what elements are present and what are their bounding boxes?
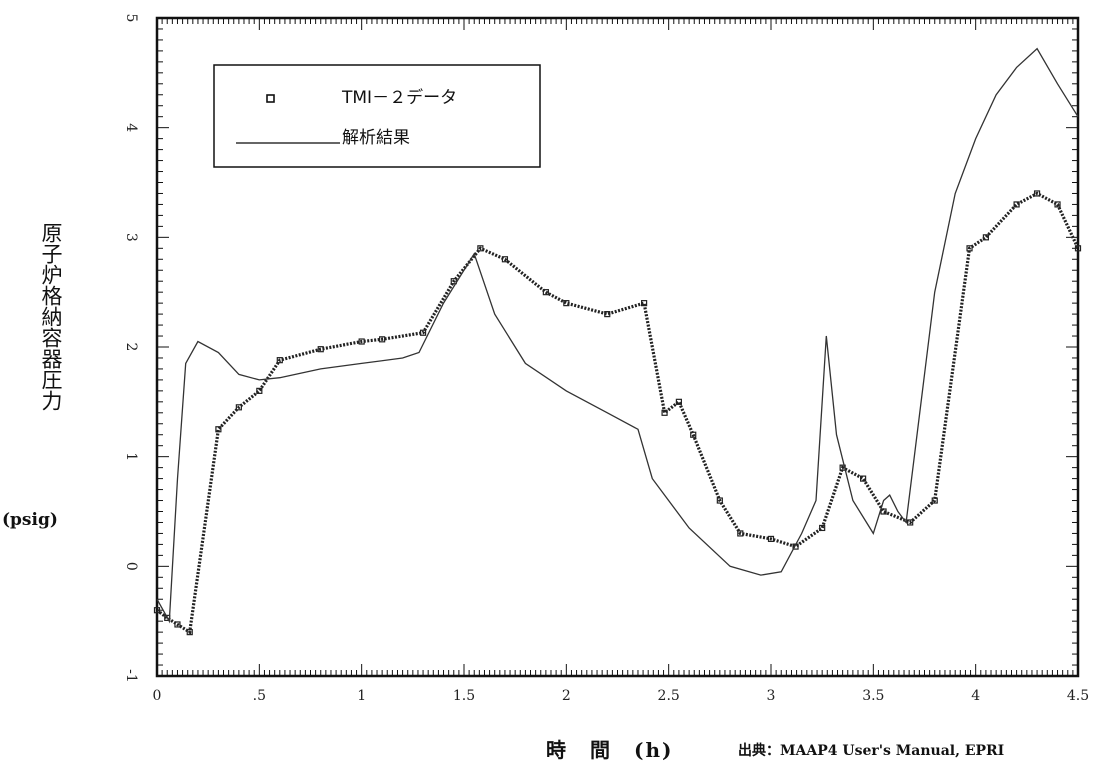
series-line-tmi2	[156, 191, 1080, 635]
data-point-tmi2	[675, 398, 683, 405]
data-point-tmi2	[501, 256, 509, 263]
data-point-tmi2	[174, 621, 181, 628]
legend: TMI－２データ 解析結果	[213, 64, 541, 168]
x-axis-label: 時 間 (h)	[546, 738, 674, 762]
data-point-tmi2	[563, 300, 570, 307]
data-point-tmi2	[256, 387, 263, 394]
legend-box	[213, 64, 541, 168]
data-point-tmi2	[276, 357, 283, 364]
data-point-tmi2	[358, 338, 365, 345]
x-tick-label: 0	[153, 688, 162, 704]
y-tick-label: 3	[123, 233, 139, 242]
x-tick-label: 2.5	[658, 688, 680, 704]
x-tick-label: 4.5	[1067, 688, 1089, 704]
legend-label-tmi2: TMI－２データ	[341, 87, 457, 108]
data-point-tmi2	[690, 431, 697, 438]
data-point-tmi2	[235, 404, 242, 411]
data-point-tmi2	[716, 497, 723, 504]
data-point-tmi2	[880, 508, 887, 515]
data-point-tmi2	[966, 245, 973, 252]
x-tick-label: 3.5	[862, 688, 884, 704]
data-point-tmi2	[1033, 190, 1041, 197]
x-tick-label: 3	[767, 688, 776, 704]
data-point-tmi2	[907, 519, 914, 526]
data-point-tmi2	[737, 530, 744, 537]
data-point-tmi2	[641, 300, 648, 307]
data-point-tmi2	[819, 524, 826, 532]
x-tick-label: 1.5	[453, 688, 475, 704]
x-tick-label: 1	[357, 688, 366, 704]
data-point-tmi2	[317, 346, 324, 353]
data-point-tmi2	[859, 475, 867, 482]
y-tick-label: 1	[123, 452, 139, 461]
data-point-tmi2	[450, 278, 457, 285]
data-point-tmi2	[542, 289, 549, 296]
data-point-tmi2	[153, 607, 161, 614]
data-point-tmi2	[982, 234, 990, 241]
y-tick-label: 2	[123, 343, 139, 352]
source-note: 出典：MAAP4 User's Manual, EPRI	[738, 743, 1005, 759]
legend-marker-tmi2	[266, 94, 275, 103]
data-point-tmi2	[1013, 201, 1020, 208]
y-tick-label: 0	[123, 562, 139, 571]
data-point-tmi2	[379, 336, 386, 343]
y-axis-unit: (psig)	[2, 510, 58, 530]
data-point-tmi2	[931, 497, 938, 504]
y-tick-label: -1	[123, 669, 139, 683]
data-point-tmi2	[419, 329, 427, 336]
x-tick-label: .5	[253, 688, 266, 704]
data-point-tmi2	[661, 409, 668, 416]
y-axis-label: 原子炉格納容器圧力	[39, 222, 63, 411]
legend-label-analysis: 解析結果	[342, 128, 410, 148]
data-point-tmi2	[767, 535, 775, 543]
data-point-tmi2	[1074, 245, 1082, 252]
series-line-analysis	[156, 47, 1079, 624]
y-tick-label: 5	[123, 14, 139, 23]
x-tick-label: 4	[971, 688, 980, 704]
data-point-tmi2	[186, 629, 193, 636]
data-point-tmi2	[477, 245, 484, 252]
y-tick-label: 4	[123, 123, 139, 132]
axis-ticks	[156, 17, 1079, 677]
data-point-tmi2	[215, 426, 222, 433]
series-layer	[153, 47, 1082, 636]
x-tick-label: 2	[562, 688, 571, 704]
data-point-tmi2	[604, 311, 611, 318]
data-point-tmi2	[1054, 201, 1061, 208]
axis-tick-labels: 0 .5 1 1.5 2 2.5 3 3.5 4 4.5 -1 0 1 2 3 4 5	[123, 14, 1089, 704]
